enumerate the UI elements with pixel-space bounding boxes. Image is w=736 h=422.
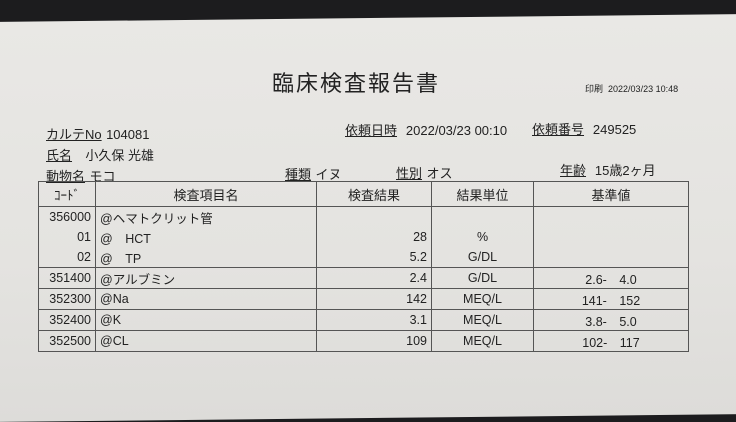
animal-label: 動物名: [46, 169, 86, 184]
cell-reference: 3.8- 5.0: [533, 309, 689, 331]
cell-reference: [533, 206, 689, 227]
species: 種類 イヌ: [285, 164, 341, 184]
cell-reference: 141- 152: [533, 288, 689, 310]
cell-code: 351400: [38, 267, 96, 289]
owner-label: 氏名: [46, 148, 73, 163]
table-row: 01 @ HCT 28%: [38, 227, 689, 247]
cell-unit: G/DL: [431, 247, 534, 268]
cell-item-name: @アルブミン: [95, 267, 317, 289]
col-code: ｺｰﾄﾞ: [38, 181, 96, 207]
animal: 動物名 モコ: [46, 166, 115, 186]
table-row: 352400 @K 3.1 MEQ/L 3.8- 5.0: [38, 309, 689, 331]
chart-no: カルテNo 104081: [46, 124, 149, 144]
request-no-value: 249525: [592, 122, 637, 137]
cell-item-name: @ HCT: [95, 227, 317, 247]
species-value: イヌ: [315, 167, 342, 182]
cell-code: 356000: [38, 206, 96, 227]
cell-result: 5.2: [316, 247, 432, 268]
cell-unit: MEQ/L: [431, 309, 534, 331]
col-unit: 結果単位: [431, 181, 534, 207]
col-reference: 基準値: [533, 181, 689, 207]
print-value: 2022/03/23 10:48: [608, 84, 679, 94]
cell-code: 352500: [38, 330, 96, 352]
cell-result: 109: [316, 330, 432, 352]
cell-reference: [533, 247, 689, 268]
cell-code: 352300: [38, 288, 96, 310]
print-timestamp: 印刷 2022/03/23 10:48: [585, 82, 678, 95]
chart-no-value: 104081: [106, 127, 150, 142]
cell-result: 3.1: [316, 309, 432, 331]
request-datetime-label: 依頼日時: [345, 123, 398, 138]
cell-result: 2.4: [316, 267, 432, 289]
animal-value: モコ: [89, 169, 116, 184]
cell-reference: 2.6- 4.0: [533, 267, 689, 289]
cell-code: 352400: [38, 309, 96, 331]
cell-item-name: @ TP: [95, 247, 317, 268]
cell-unit: MEQ/L: [431, 288, 534, 310]
cell-item-name: @ヘマトクリット管: [95, 206, 317, 227]
report-title: 臨床検査報告書: [272, 71, 441, 96]
request-datetime-value: 2022/03/23 00:10: [405, 123, 508, 138]
cell-reference: [533, 227, 689, 247]
sex-label: 性別: [396, 166, 423, 181]
cell-unit: %: [431, 227, 534, 247]
chart-no-label: カルテNo: [46, 127, 102, 142]
age-value: 15歳2ヶ月: [594, 163, 656, 178]
col-item-name: 検査項目名: [95, 181, 317, 207]
request-datetime: 依頼日時 2022/03/23 00:10: [345, 120, 507, 140]
cell-code: 01: [38, 227, 96, 247]
sex-value: オス: [426, 166, 453, 181]
table-row: 02 @ TP 5.2 G/DL: [38, 247, 689, 268]
sex: 性別 オス: [396, 163, 452, 183]
table-row: 351400 @アルブミン 2.4 G/DL 2.6- 4.0: [38, 267, 689, 289]
cell-unit: MEQ/L: [431, 330, 534, 352]
table-row: 352500 @CL 109 MEQ/L 102- 117: [38, 330, 689, 352]
owner-value: 小久保 光雄: [85, 148, 154, 163]
species-label: 種類: [285, 167, 312, 182]
age: 年齢 15歳2ヶ月: [560, 160, 656, 180]
cell-unit: [431, 206, 534, 227]
table-row: 356000 @ヘマトクリット管: [38, 206, 689, 227]
cell-result: 28: [316, 227, 432, 247]
print-label: 印刷: [585, 84, 604, 94]
cell-code: 02: [38, 247, 96, 268]
results-table: ｺｰﾄﾞ 検査項目名 検査結果 結果単位 基準値 356000 @ヘマトクリット管…: [38, 181, 689, 352]
cell-result: [316, 206, 432, 227]
cell-item-name: @CL: [95, 330, 317, 352]
cell-item-name: @Na: [95, 288, 317, 310]
request-no-label: 依頼番号: [532, 122, 585, 137]
table-header: ｺｰﾄﾞ 検査項目名 検査結果 結果単位 基準値: [38, 181, 689, 207]
cell-item-name: @K: [95, 309, 317, 331]
col-result: 検査結果: [316, 181, 432, 207]
table-row: 352300 @Na 142 MEQ/L 141- 152: [38, 288, 689, 310]
owner: 氏名 小久保 光雄: [46, 145, 154, 165]
age-label: 年齢: [560, 163, 587, 178]
request-no: 依頼番号 249525: [532, 119, 636, 139]
cell-unit: G/DL: [431, 267, 534, 289]
cell-reference: 102- 117: [533, 330, 689, 352]
cell-result: 142: [316, 288, 432, 310]
